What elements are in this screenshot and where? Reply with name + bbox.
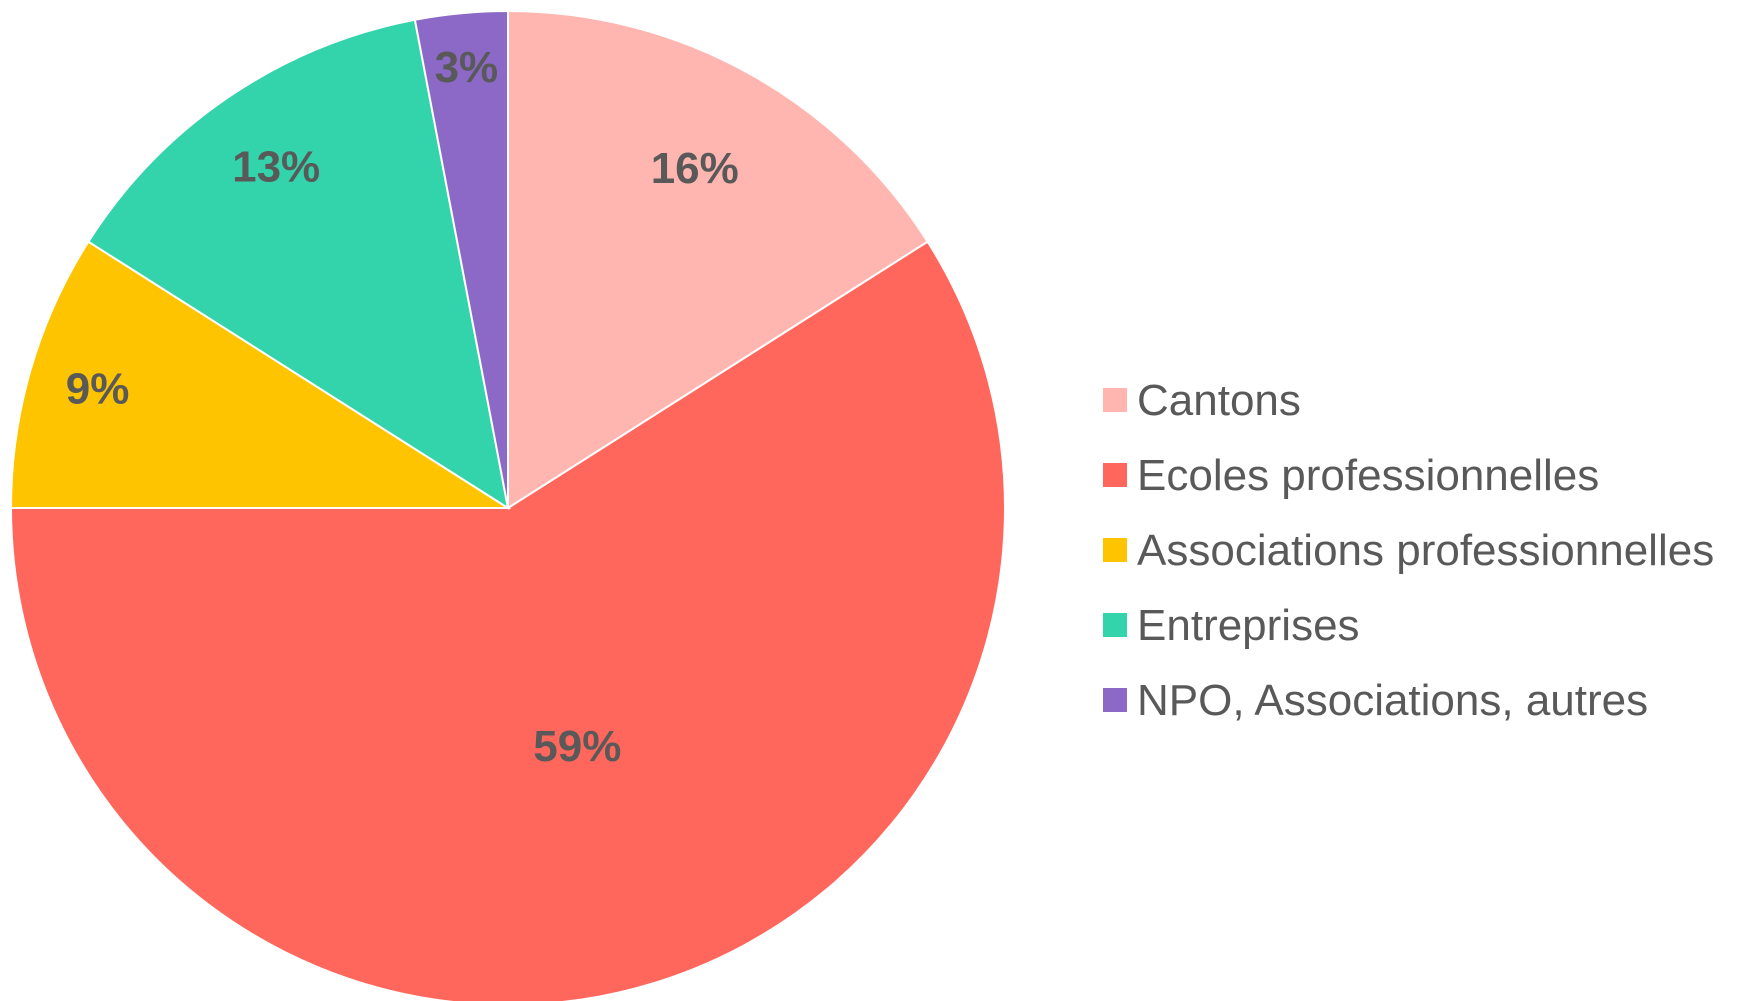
legend-item-cantons: Cantons (1103, 376, 1301, 425)
pie-slice-ecoles-professionnelles (9, 240, 1006, 1001)
pie-slice-npo-associations-autres (413, 9, 509, 509)
pie-slices (9, 9, 1006, 1001)
legend-label: NPO, Associations, autres (1137, 676, 1648, 725)
pie-slice-entreprises (86, 18, 510, 511)
legend-swatch (1103, 388, 1127, 412)
legend-swatch (1103, 688, 1127, 712)
data-label-associations-professionnelles: 9% (66, 364, 130, 413)
legend-swatch (1103, 538, 1127, 562)
data-label-ecoles-professionnelles: 59% (533, 722, 621, 771)
data-label-entreprises: 13% (232, 142, 320, 191)
legend-swatch (1103, 613, 1127, 637)
legend-label: Entreprises (1137, 601, 1360, 650)
legend-swatch (1103, 463, 1127, 487)
data-label-npo-associations-autres: 3% (435, 43, 499, 92)
legend-item-ecoles-professionnelles: Ecoles professionnelles (1103, 451, 1599, 500)
pie-slice-cantons (507, 9, 930, 510)
legend-label: Cantons (1137, 376, 1301, 425)
legend-item-npo-associations-autres: NPO, Associations, autres (1103, 676, 1648, 725)
legend-label: Associations professionnelles (1137, 526, 1714, 575)
data-label-cantons: 16% (651, 144, 739, 193)
legend-item-entreprises: Entreprises (1103, 601, 1360, 650)
pie-data-labels: 16% 59% 9% 13% 3% (66, 43, 739, 771)
pie-slice-associations-professionnelles (9, 240, 512, 509)
legend: Cantons Ecoles professionnelles Associatio… (1103, 376, 1714, 725)
legend-item-associations-professionnelles: Associations professionnelles (1103, 526, 1714, 575)
legend-label: Ecoles professionnelles (1137, 451, 1599, 500)
